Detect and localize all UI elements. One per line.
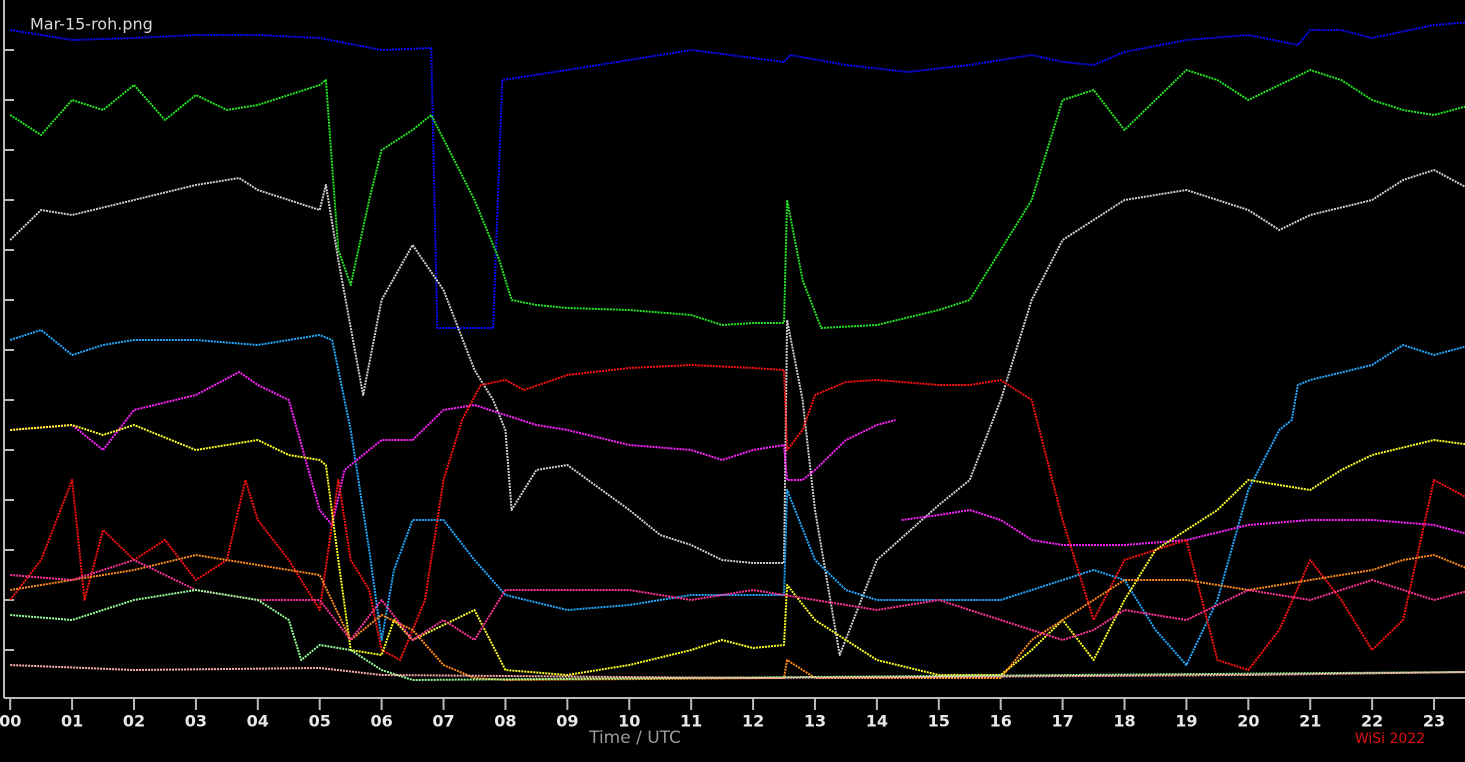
x-tick-label: 10: [618, 712, 640, 731]
x-tick-label: 23: [1423, 712, 1445, 731]
series-line: [10, 589, 1465, 681]
x-tick-label: 03: [185, 712, 207, 731]
x-tick-label: 05: [309, 712, 331, 731]
x-tick-label: 02: [123, 712, 145, 731]
x-tick-label: 01: [61, 712, 83, 731]
x-tick-label: 09: [556, 712, 578, 731]
series-line: [10, 559, 1465, 641]
x-tick-label: 17: [1051, 712, 1073, 731]
series-line: [9, 329, 1465, 666]
x-tick-label: 11: [680, 712, 702, 731]
series-line: [10, 21, 1465, 329]
credit: WiSi 2022: [1355, 731, 1425, 747]
series-line: [10, 424, 1465, 676]
series-line: [10, 664, 1465, 679]
chart-title: Mar-15-roh.png: [30, 15, 153, 34]
x-tick-label: 18: [1113, 712, 1135, 731]
x-tick-label: 21: [1299, 712, 1321, 731]
x-tick-label: 13: [804, 712, 826, 731]
series-line: [10, 371, 1465, 546]
series-line: [10, 554, 1465, 681]
x-tick-label: 20: [1237, 712, 1259, 731]
x-tick-label: 14: [866, 712, 888, 731]
x-axis-label: Time / UTC: [588, 728, 681, 748]
x-tick-label: 15: [928, 712, 950, 731]
x-tick-label: 16: [990, 712, 1012, 731]
x-tick-label: 12: [742, 712, 764, 731]
x-tick-label: 22: [1361, 712, 1383, 731]
x-tick-label: 00: [0, 712, 21, 731]
series-line: [9, 69, 1465, 329]
x-tick-label: 19: [1175, 712, 1197, 731]
x-tick-label: 06: [370, 712, 392, 731]
x-tick-label: 04: [247, 712, 269, 731]
series-line: [9, 364, 1465, 671]
series-line: [9, 169, 1465, 656]
x-tick-label: 08: [494, 712, 516, 731]
x-tick-label: 07: [432, 712, 454, 731]
